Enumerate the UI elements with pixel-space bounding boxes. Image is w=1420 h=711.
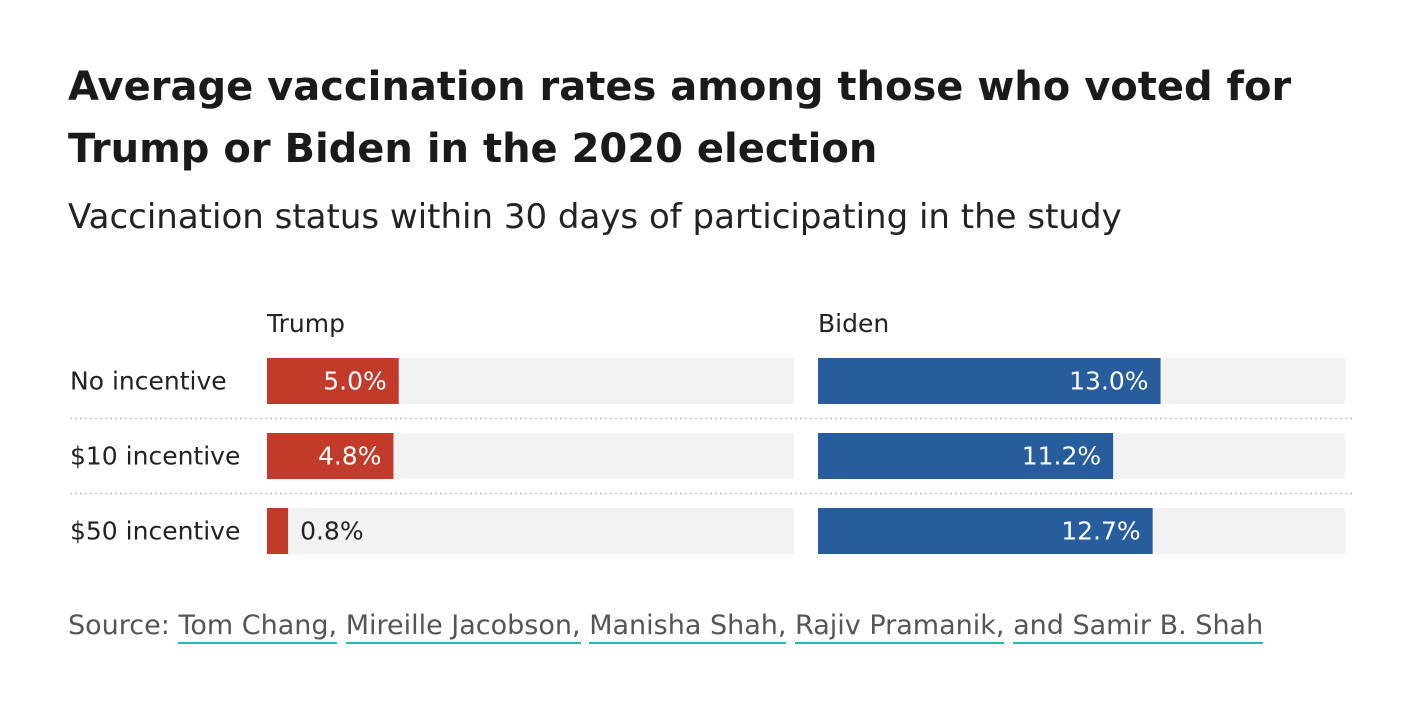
chart-title: Average vaccination rates among those wh… [68,64,1292,172]
chart-subtitle: Vaccination status within 30 days of par… [68,197,1122,237]
bar-biden [818,508,1153,554]
source-author-link[interactable]: Rajiv Pramanik, [795,610,1005,644]
category-label: $10 incentive [70,442,240,471]
bar-track [267,508,794,554]
bar-trump [267,508,289,554]
category-label: $50 incentive [70,517,240,546]
bar-biden [818,433,1114,479]
bar-biden [818,358,1161,404]
category-label: No incentive [70,367,227,396]
source-author-link[interactable]: and Samir B. Shah [1013,610,1264,644]
bar-trump [267,358,399,404]
bar-trump [267,433,394,479]
data-label: 5.0% [323,367,387,396]
source-line: Source: Tom Chang, Mireille Jacobson, Ma… [68,604,1264,648]
source-author-link[interactable]: Manisha Shah, [589,610,787,644]
data-label: 0.8% [300,517,364,546]
data-label: 12.7% [1061,517,1140,546]
source-author-link[interactable]: Tom Chang, [178,610,338,644]
bar-chart: Trump Biden No incentive 5.0% 13.0% $10 incen… [70,309,1353,554]
data-label: 13.0% [1069,367,1148,396]
source-label: Source: [68,610,170,641]
series-header-trump: Trump [266,309,345,338]
source-author-link[interactable]: Mireille Jacobson, [345,610,581,644]
data-label: 11.2% [1022,442,1101,471]
series-header-biden: Biden [818,309,889,338]
data-label: 4.8% [318,442,382,471]
